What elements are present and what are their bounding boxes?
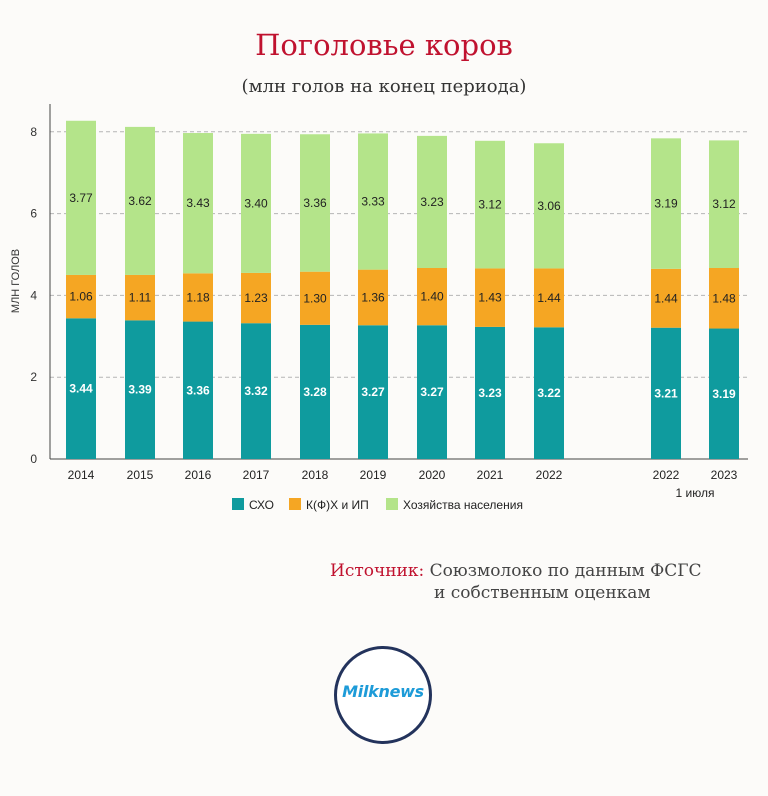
bar-segment-sho bbox=[66, 318, 96, 459]
data-label: 3.43 bbox=[186, 196, 210, 210]
bar-segment-households bbox=[475, 140, 505, 269]
bar-segment-kfh bbox=[241, 272, 271, 324]
data-label: 3.27 bbox=[361, 385, 385, 399]
bar-segment-households bbox=[417, 135, 447, 268]
chart-title: Поголовье коров bbox=[255, 28, 513, 62]
milknews-logo: Milknews bbox=[334, 646, 432, 744]
legend-swatch bbox=[289, 498, 301, 510]
data-label: 3.44 bbox=[69, 382, 93, 396]
bar-segment-sho bbox=[534, 327, 564, 459]
data-label: 1.44 bbox=[537, 291, 561, 305]
data-label: 1.43 bbox=[478, 291, 502, 305]
stacked-bar-chart: 0 2 4 6 8 МЛН ГОЛОВ 3.44 1.06 3.77 2014 3.39 1.11 3.… bbox=[10, 104, 748, 512]
x-tick-label: 2019 bbox=[360, 468, 387, 482]
bar-segment-sho bbox=[417, 325, 447, 459]
data-label: 3.19 bbox=[712, 387, 736, 401]
bar-segment-sho bbox=[125, 320, 155, 459]
bar-segment-kfh bbox=[66, 274, 96, 319]
bar-segment-kfh bbox=[534, 268, 564, 328]
data-label: 3.28 bbox=[303, 385, 327, 399]
bar-segment-sho bbox=[241, 323, 271, 459]
legend-label: СХО bbox=[249, 498, 274, 512]
data-label: 3.27 bbox=[420, 385, 444, 399]
x-tick-label: 2016 bbox=[185, 468, 212, 482]
source-note: Источник: Союзмолоко по данным ФСГС и со… bbox=[330, 560, 702, 604]
data-label: 1.30 bbox=[303, 291, 327, 305]
data-label: 3.22 bbox=[537, 386, 561, 400]
bar-segment-sho bbox=[358, 325, 388, 459]
data-label: 1.44 bbox=[654, 291, 678, 305]
bar-segment-kfh bbox=[651, 268, 681, 328]
bar-segment-households bbox=[358, 133, 388, 270]
data-label: 1.40 bbox=[420, 290, 444, 304]
y-tick-label: 2 bbox=[30, 370, 37, 384]
bar-segment-sho bbox=[183, 321, 213, 459]
data-label: 3.23 bbox=[478, 386, 502, 400]
logo-text: Milknews bbox=[342, 682, 424, 701]
bar-segment-kfh bbox=[417, 267, 447, 326]
data-label: 3.12 bbox=[712, 197, 736, 211]
data-label: 1.23 bbox=[244, 291, 268, 305]
x-tick-label: 2018 bbox=[302, 468, 329, 482]
bar-segment-households bbox=[183, 133, 213, 274]
x-tick-label: 2022 bbox=[653, 468, 680, 482]
y-tick-label: 0 bbox=[30, 452, 37, 466]
x-tick-label: 2017 bbox=[243, 468, 270, 482]
bar-segment-sho bbox=[651, 327, 681, 459]
bar-segment-kfh bbox=[709, 267, 739, 329]
x-tick-label: 2020 bbox=[419, 468, 446, 482]
bar-segment-households bbox=[534, 143, 564, 269]
data-label: 3.40 bbox=[244, 196, 268, 210]
bar-segment-sho bbox=[300, 324, 330, 459]
data-label: 1.36 bbox=[361, 290, 385, 304]
bar-segment-sho bbox=[709, 328, 739, 459]
bar-segment-households bbox=[241, 133, 271, 273]
data-label: 3.21 bbox=[654, 386, 678, 400]
data-label: 1.11 bbox=[129, 291, 152, 305]
data-label: 3.33 bbox=[361, 195, 385, 209]
bar-segment-households bbox=[709, 140, 739, 268]
legend-swatch bbox=[386, 498, 398, 510]
data-label: 3.36 bbox=[303, 196, 327, 210]
data-label: 3.06 bbox=[537, 199, 561, 213]
data-label: 3.36 bbox=[186, 383, 210, 397]
data-label: 3.12 bbox=[478, 198, 502, 212]
bar-segment-kfh bbox=[183, 273, 213, 322]
bar-segment-sho bbox=[475, 326, 505, 459]
data-label: 3.39 bbox=[128, 383, 152, 397]
bar-segment-households bbox=[66, 120, 96, 275]
bar-segment-households bbox=[125, 126, 155, 275]
data-label: 1.06 bbox=[69, 290, 93, 304]
y-tick-label: 8 bbox=[30, 125, 37, 139]
data-label: 3.32 bbox=[244, 384, 268, 398]
bar-segment-households bbox=[300, 134, 330, 272]
x-tick-label: 2021 bbox=[477, 468, 504, 482]
bar-segment-kfh bbox=[300, 271, 330, 325]
source-line-2: и собственным оценкам bbox=[434, 583, 651, 603]
legend-swatch bbox=[232, 498, 244, 510]
y-tick-label: 4 bbox=[30, 288, 37, 302]
data-label: 1.48 bbox=[712, 291, 736, 305]
legend-label: Хозяйства населения bbox=[403, 498, 523, 512]
bar-segment-kfh bbox=[475, 268, 505, 327]
y-axis-title: МЛН ГОЛОВ bbox=[10, 249, 22, 313]
data-label: 3.62 bbox=[128, 194, 152, 208]
y-tick-label: 6 bbox=[30, 207, 37, 221]
legend-label: К(Ф)Х и ИП bbox=[306, 498, 369, 512]
source-line-1: Союзмолоко по данным ФСГС bbox=[429, 561, 702, 581]
data-label: 1.18 bbox=[186, 290, 210, 304]
x-tick-label: 2023 bbox=[711, 468, 738, 482]
data-label: 3.77 bbox=[69, 191, 93, 205]
data-label: 3.19 bbox=[654, 197, 678, 211]
source-label: Источник: bbox=[330, 561, 425, 581]
data-label: 3.23 bbox=[420, 195, 444, 209]
x-tick-label: 2015 bbox=[127, 468, 154, 482]
x-tick-label: 2014 bbox=[68, 468, 95, 482]
bar-segment-households bbox=[651, 138, 681, 269]
x-tick-label: 2022 bbox=[536, 468, 563, 482]
bar-segment-kfh bbox=[125, 274, 155, 321]
x-tick-sublabel: 1 июля bbox=[676, 486, 715, 500]
bar-segment-kfh bbox=[358, 269, 388, 326]
chart-subtitle: (млн голов на конец периода) bbox=[241, 76, 527, 97]
